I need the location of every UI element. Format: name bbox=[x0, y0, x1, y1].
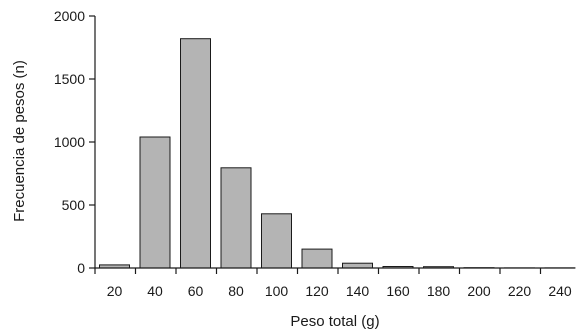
bar-100 bbox=[261, 213, 292, 269]
x-tick-label: 200 bbox=[467, 283, 491, 299]
y-tick-label: 2000 bbox=[54, 8, 85, 24]
bar-40 bbox=[139, 136, 171, 269]
bar-120 bbox=[301, 248, 333, 269]
y-tick-label: 1500 bbox=[54, 71, 85, 87]
x-tick-label: 80 bbox=[228, 283, 244, 299]
bar-60 bbox=[180, 38, 211, 269]
bars-group bbox=[99, 38, 576, 269]
y-tick-label: 0 bbox=[77, 260, 85, 276]
x-tick-label: 100 bbox=[265, 283, 289, 299]
x-tick-label: 160 bbox=[386, 283, 410, 299]
y-ticks-group: 0 500 1000 1500 2000 bbox=[54, 8, 95, 276]
x-tick-label: 60 bbox=[188, 283, 204, 299]
x-tick-label: 40 bbox=[147, 283, 163, 299]
x-tick-label: 220 bbox=[508, 283, 532, 299]
x-tick-label: 120 bbox=[305, 283, 329, 299]
x-ticks-group: 20 40 60 80 100 120 140 160 180 200 220 240 bbox=[94, 268, 572, 299]
y-tick-label: 500 bbox=[62, 197, 86, 213]
x-tick-label: 140 bbox=[346, 283, 370, 299]
bar-140 bbox=[342, 262, 373, 269]
x-tick-label: 240 bbox=[548, 283, 572, 299]
x-tick-label: 20 bbox=[107, 283, 123, 299]
y-axis-title: Frecuencia de pesos (n) bbox=[11, 60, 28, 222]
x-axis-title: Peso total (g) bbox=[290, 313, 379, 330]
y-tick-label: 1000 bbox=[54, 134, 85, 150]
x-tick-label: 180 bbox=[427, 283, 451, 299]
bar-80 bbox=[220, 167, 252, 269]
